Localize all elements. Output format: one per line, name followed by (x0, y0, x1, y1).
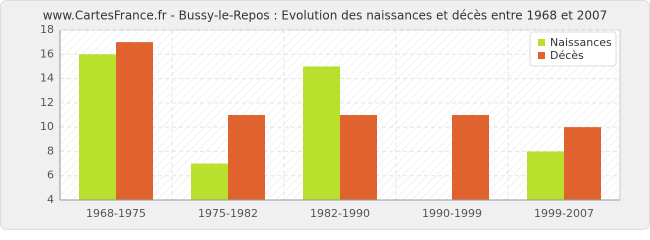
y-tick-label: 16 (40, 47, 54, 60)
bar (191, 163, 228, 200)
legend-box (529, 31, 617, 67)
y-tick-label: 8 (47, 144, 54, 157)
y-tick-label: 14 (40, 72, 54, 85)
bar (228, 115, 265, 200)
x-tick-label: 1990-1999 (422, 207, 482, 220)
x-tick-label: 1968-1975 (86, 207, 146, 220)
legend-label: Naissances (550, 36, 612, 49)
bar (564, 127, 601, 200)
chart: www.CartesFrance.fr - Bussy-le-Repos : E… (0, 0, 650, 230)
bar (527, 151, 564, 200)
legend-swatch (538, 52, 545, 59)
y-tick-label: 6 (47, 169, 54, 182)
x-tick-label: 1975-1982 (198, 207, 258, 220)
chart-title: www.CartesFrance.fr - Bussy-le-Repos : E… (43, 9, 608, 23)
legend-swatch (538, 39, 545, 46)
x-tick-label: 1999-2007 (534, 207, 594, 220)
y-tick-label: 18 (40, 23, 54, 36)
bar (452, 115, 489, 200)
bar (116, 42, 153, 201)
y-tick-label: 12 (40, 96, 54, 109)
y-tick-label: 4 (47, 193, 54, 206)
bar (340, 115, 377, 200)
bar (303, 66, 340, 200)
bar (79, 54, 116, 201)
x-tick-label: 1982-1990 (310, 207, 370, 220)
legend-label: Décès (550, 49, 584, 62)
y-tick-label: 10 (40, 120, 54, 133)
